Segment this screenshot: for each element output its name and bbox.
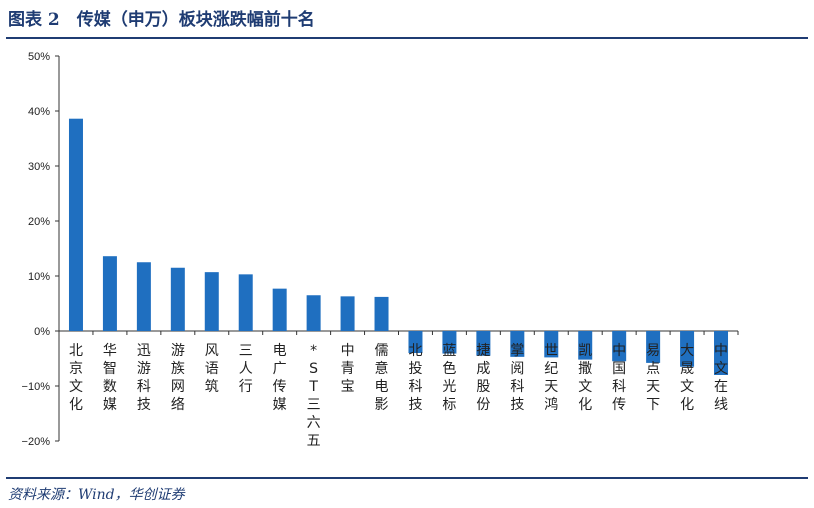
- y-tick-label: 30%: [28, 161, 50, 173]
- bar: [204, 272, 219, 331]
- bar: [306, 295, 321, 331]
- y-tick-label: −10%: [22, 381, 51, 393]
- y-tick-label: 40%: [28, 106, 50, 118]
- category-label: 捷成股份: [476, 343, 490, 413]
- category-label: 电广传媒: [273, 343, 287, 413]
- category-label: 凯撒文化: [578, 343, 592, 413]
- bar-chart: 50% 40% 30% 20% 10% 0% −10% −20% 北京文化 华智数媒 迅游科技 游族网…: [22, 51, 739, 449]
- category-label: 中国科传: [612, 343, 626, 413]
- y-tick-label: 0%: [34, 326, 50, 338]
- category-label: 游族网络: [171, 343, 185, 413]
- bar: [510, 331, 525, 357]
- category-label: 华智数媒: [103, 343, 117, 413]
- category-label: 世纪天鸿: [544, 343, 558, 413]
- category-label: 掌阅科技: [510, 343, 524, 413]
- bar: [578, 331, 593, 360]
- category-label: 三人行: [239, 343, 253, 395]
- bar: [340, 296, 355, 331]
- bar: [238, 274, 253, 331]
- bar: [102, 256, 117, 331]
- y-tick-label: −20%: [22, 436, 51, 448]
- source-note: 资料来源：Wind，华创证券: [8, 487, 185, 503]
- bar: [170, 267, 185, 331]
- bar: [442, 331, 457, 354]
- category-label: 中文在线: [714, 343, 728, 413]
- category-label: 北京文化: [69, 343, 83, 413]
- bar: [680, 331, 695, 367]
- bar: [476, 331, 491, 356]
- y-tick-label: 20%: [28, 216, 50, 228]
- category-label: 儒意电影: [375, 343, 389, 413]
- category-label: * S T 三六五: [307, 343, 321, 449]
- category-label: 蓝色光标: [442, 343, 456, 413]
- category-label: 大晟文化: [680, 343, 694, 413]
- category-label: 迅游科技: [137, 343, 151, 413]
- top-rule: [6, 37, 808, 39]
- y-tick-label: 50%: [28, 51, 50, 63]
- bar: [646, 331, 661, 363]
- bar: [714, 331, 729, 375]
- category-label: 北投科技: [408, 343, 422, 413]
- bar: [544, 331, 559, 358]
- bar: [612, 331, 627, 362]
- bar: [136, 262, 151, 331]
- bottom-rule: [6, 477, 808, 479]
- bar: [374, 296, 389, 331]
- category-label: 风语筑: [205, 343, 219, 395]
- category-label: 中青宝: [341, 343, 355, 395]
- bar: [408, 331, 423, 353]
- y-tick-label: 10%: [28, 271, 50, 283]
- bar: [68, 118, 83, 331]
- bar: [272, 288, 287, 331]
- category-label: 易点天下: [646, 343, 660, 413]
- chart-title: 图表 2 传媒（申万）板块涨跌幅前十名: [8, 10, 315, 30]
